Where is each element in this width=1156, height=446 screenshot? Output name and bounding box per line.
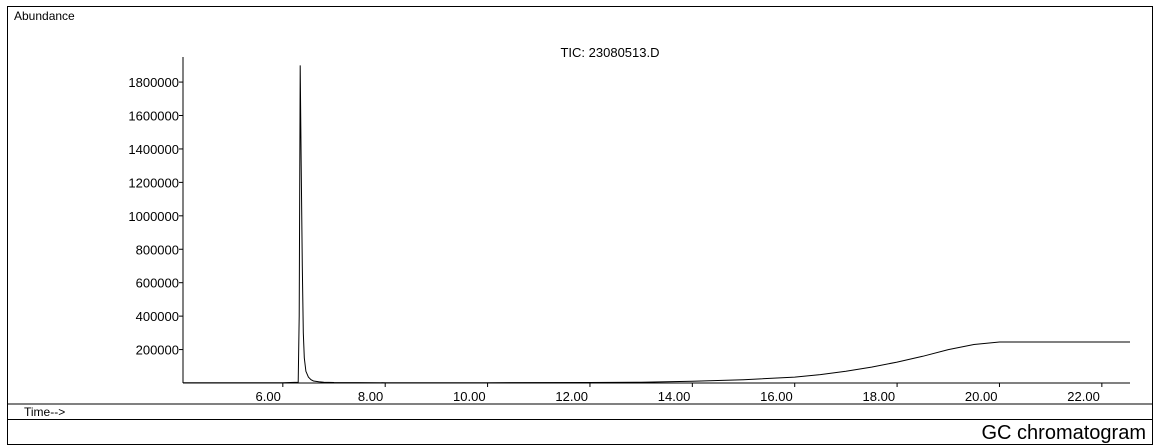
- x-tick-label: 16.00: [760, 389, 793, 404]
- x-tick-label: 22.00: [1067, 389, 1100, 404]
- caption-cell: GC chromatogram: [7, 420, 1153, 445]
- x-tick-label: 12.00: [555, 389, 588, 404]
- figure-caption: GC chromatogram: [981, 422, 1147, 444]
- chart-frame: Abundance TIC: 23080513.D 200000 400000 60…: [7, 6, 1153, 420]
- y-tick-label: 1600000: [128, 109, 179, 124]
- chromatogram-chart: Abundance TIC: 23080513.D 200000 400000 60…: [8, 9, 1152, 419]
- y-tick-label: 600000: [136, 276, 179, 291]
- tic-trace-line: [183, 65, 1130, 384]
- y-tick-label: 800000: [136, 242, 179, 257]
- x-axis-label: Time-->: [24, 405, 65, 419]
- x-tick-label: 14.00: [658, 389, 691, 404]
- x-tick-label: 6.00: [256, 389, 281, 404]
- x-tick-label: 18.00: [863, 389, 896, 404]
- x-tick-label: 20.00: [965, 389, 998, 404]
- x-tick-label: 8.00: [358, 389, 383, 404]
- y-axis-label: Abundance: [14, 9, 75, 23]
- chart-title: TIC: 23080513.D: [560, 45, 659, 60]
- y-tick-label: 1000000: [128, 209, 179, 224]
- y-tick-label: 200000: [136, 343, 179, 358]
- x-tick-label: 10.00: [453, 389, 486, 404]
- y-tick-label: 1400000: [128, 142, 179, 157]
- y-tick-label: 400000: [136, 309, 179, 324]
- y-tick-label: 1200000: [128, 175, 179, 190]
- y-tick-label: 1800000: [128, 75, 179, 90]
